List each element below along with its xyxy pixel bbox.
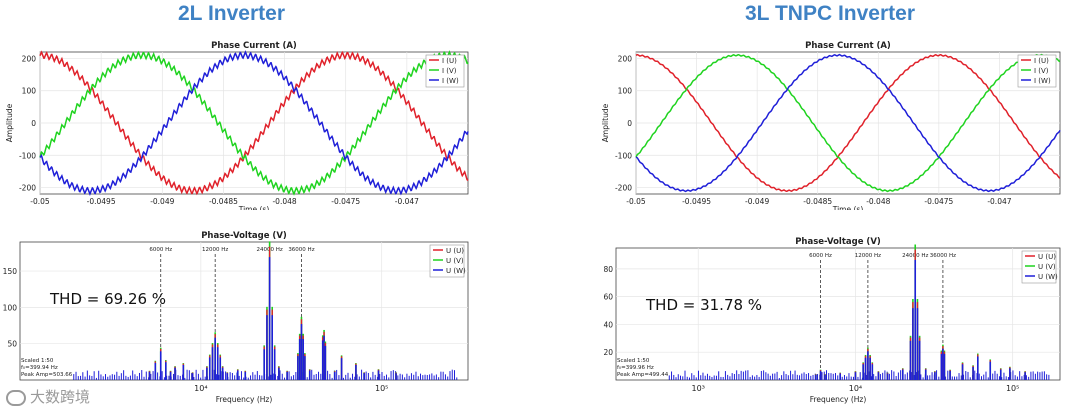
y-tick-label: 80 bbox=[603, 265, 613, 274]
x-tick-label: -0.047 bbox=[987, 197, 1011, 206]
y-tick-label: 150 bbox=[3, 267, 18, 276]
y-tick-label: 100 bbox=[22, 87, 37, 96]
current-chart-3l: Phase Current (A) -0.05 -0.0495 -0.049 -0.04… bbox=[601, 41, 1061, 210]
current-chart-2l: Phase Current (A) -0.05 -0.0495 -0.049 -0.04… bbox=[5, 41, 469, 210]
legend-entry: I (W) bbox=[1034, 77, 1051, 85]
marker-label: 12000 Hz bbox=[855, 253, 881, 259]
x-tick-label: -0.05 bbox=[626, 197, 646, 206]
x-tick-label: -0.047 bbox=[395, 197, 419, 206]
x-tick-label: 10³ bbox=[692, 384, 705, 393]
legend-entry: U (V) bbox=[1038, 263, 1056, 271]
plot-area bbox=[615, 247, 1061, 381]
y-tick-label: 100 bbox=[3, 303, 18, 312]
x-axis-label: Time (s) bbox=[832, 205, 864, 210]
x-tick-label: -0.0495 bbox=[87, 197, 116, 206]
chart-title: Phase-Voltage (V) bbox=[201, 231, 287, 241]
heading-2l: 2L Inverter bbox=[178, 2, 285, 25]
legend-entry: I (V) bbox=[1034, 67, 1049, 75]
y-tick-label: 0 bbox=[627, 119, 632, 128]
y-tick-label: 60 bbox=[603, 293, 613, 302]
y-tick-label: -200 bbox=[615, 184, 632, 193]
spectrum-chart-2l: Phase-Voltage (V) 50 100 150 10⁴ 10⁵ Frequency… bbox=[3, 231, 469, 404]
marker-label: 12000 Hz bbox=[202, 247, 228, 253]
y-axis-label: Amplitude bbox=[601, 103, 610, 142]
legend-entry: I (U) bbox=[1034, 57, 1049, 65]
series-line-2 bbox=[39, 50, 469, 197]
legend-entry: U (V) bbox=[446, 257, 464, 265]
x-tick-label: -0.0495 bbox=[682, 197, 711, 206]
x-tick-label: -0.05 bbox=[30, 197, 50, 206]
x-tick-label: -0.048 bbox=[272, 197, 296, 206]
legend-entry: I (W) bbox=[442, 77, 459, 85]
y-tick-label: -100 bbox=[19, 151, 36, 160]
series-line-1 bbox=[635, 53, 1061, 193]
marker-label: 6000 Hz bbox=[149, 247, 172, 253]
legend-entry: I (V) bbox=[442, 67, 457, 75]
chart-title: Phase-Voltage (V) bbox=[795, 237, 881, 247]
x-tick-label: -0.049 bbox=[150, 197, 174, 206]
x-tick-label: -0.0475 bbox=[924, 197, 953, 206]
chart-title: Phase Current (A) bbox=[211, 41, 297, 51]
x-tick-label: 10⁴ bbox=[849, 384, 862, 393]
x-tick-label: -0.049 bbox=[745, 197, 769, 206]
info-line: f₀=399.94 Hz bbox=[21, 365, 58, 371]
x-axis-label: Time (s) bbox=[238, 205, 270, 210]
x-axis-label: Frequency (Hz) bbox=[810, 395, 867, 404]
thd-annotation: THD = 31.78 % bbox=[645, 296, 762, 314]
y-tick-label: 200 bbox=[22, 54, 37, 63]
y-tick-label: -100 bbox=[615, 151, 632, 160]
info-line: Scaled 1:50 bbox=[21, 358, 54, 364]
chart-title: Phase Current (A) bbox=[805, 41, 891, 51]
x-tick-label: -0.0485 bbox=[803, 197, 832, 206]
spectrum-chart-3l: Phase-Voltage (V) 20 40 60 80 10³ 10⁴ 10⁵ Freque… bbox=[603, 237, 1061, 404]
y-tick-label: 20 bbox=[603, 348, 613, 357]
legend-entry: U (U) bbox=[446, 247, 464, 255]
marker-label: 6000 Hz bbox=[809, 253, 832, 259]
info-line: Peak Amp=503.66 bbox=[21, 372, 73, 378]
x-tick-label: -0.0485 bbox=[209, 197, 238, 206]
series-line-1 bbox=[39, 50, 469, 196]
x-tick-label: 10⁴ bbox=[194, 384, 207, 393]
y-tick-label: 100 bbox=[618, 87, 633, 96]
x-tick-label: -0.0475 bbox=[331, 197, 360, 206]
y-tick-label: 0 bbox=[31, 119, 36, 128]
x-axis-label: Frequency (Hz) bbox=[216, 395, 273, 404]
legend bbox=[1021, 250, 1057, 284]
marker-label: 36000 Hz bbox=[930, 253, 956, 259]
legend-entry: U (U) bbox=[1038, 253, 1056, 261]
thd-annotation: THD = 69.26 % bbox=[49, 290, 166, 308]
logo-text: 大数跨境 bbox=[30, 388, 91, 406]
info-line: f₀=399.96 Hz bbox=[617, 365, 654, 371]
logo-mark-icon bbox=[6, 389, 26, 406]
series-line-2 bbox=[635, 53, 1061, 193]
x-tick-label: -0.048 bbox=[866, 197, 890, 206]
x-tick-label: 10⁵ bbox=[375, 384, 388, 393]
y-tick-label: 50 bbox=[7, 340, 17, 349]
y-tick-label: 40 bbox=[603, 320, 613, 329]
brand-logo: 大数跨境 bbox=[6, 386, 90, 407]
x-tick-label: 10⁵ bbox=[1006, 384, 1019, 393]
legend-entry: U (W) bbox=[1038, 273, 1058, 281]
info-line: Peak Amp=499.44 bbox=[617, 372, 669, 378]
heading-3l: 3L TNPC Inverter bbox=[745, 2, 915, 25]
y-tick-label: -200 bbox=[19, 184, 36, 193]
info-line: Scaled 1:50 bbox=[617, 358, 650, 364]
y-axis-label: Amplitude bbox=[5, 103, 14, 142]
legend-entry: I (U) bbox=[442, 57, 457, 65]
marker-label: 36000 Hz bbox=[288, 247, 314, 253]
legend-entry: U (W) bbox=[446, 267, 466, 275]
plot-area bbox=[19, 241, 469, 381]
y-tick-label: 200 bbox=[618, 54, 633, 63]
